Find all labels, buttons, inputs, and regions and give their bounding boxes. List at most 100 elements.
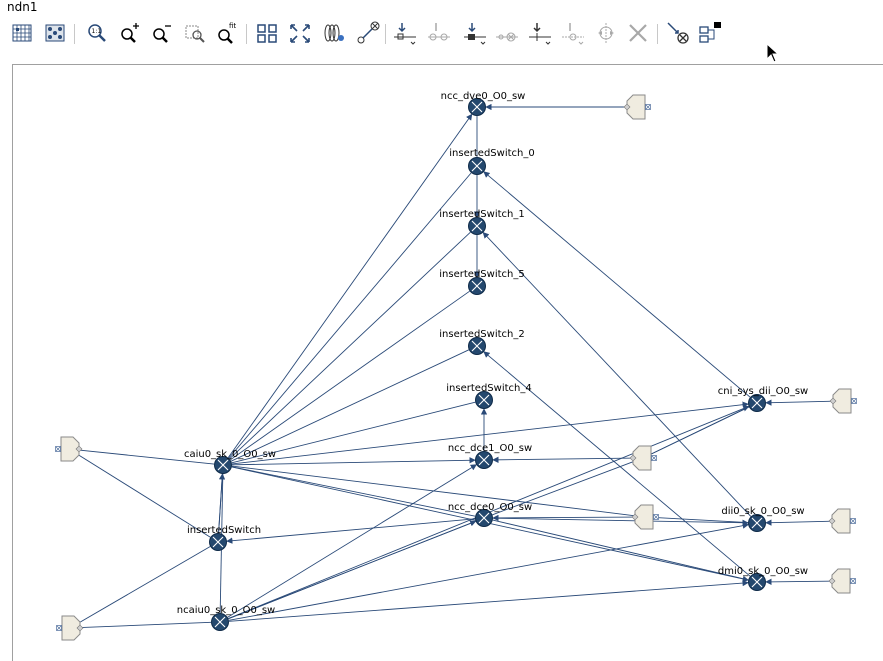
switch-label: dmi0_sk_0_O0_sw: [718, 566, 808, 577]
disconnect-button[interactable]: [665, 20, 691, 46]
split-button[interactable]: [593, 20, 619, 46]
connection-edge[interactable]: [218, 473, 226, 534]
insert-switch-after-button[interactable]: [527, 20, 553, 46]
connection-edge[interactable]: [228, 520, 476, 620]
connection-edge[interactable]: [765, 518, 839, 526]
zoom-selection-button[interactable]: [182, 20, 208, 46]
layout-button[interactable]: [42, 20, 68, 46]
switch-node[interactable]: dii0_sk_0_O0_sw: [721, 506, 805, 532]
connection-edge[interactable]: [228, 522, 749, 621]
spring-button[interactable]: [321, 20, 347, 46]
insert-switch-button[interactable]: [392, 20, 418, 46]
connection-edge[interactable]: [231, 465, 642, 517]
endpoint-port-icon[interactable]: [623, 94, 651, 120]
switch-node[interactable]: ncc_dce0_O0_sw: [448, 502, 532, 527]
insert-switch-icon: [394, 23, 416, 45]
connection-edge[interactable]: [482, 231, 752, 517]
remove-switch-before-icon: [496, 32, 518, 42]
connection-edge[interactable]: [231, 466, 476, 517]
insert-switch-after-icon: [529, 23, 551, 45]
connection-edge[interactable]: [231, 401, 476, 464]
diagram-canvas[interactable]: ncc_dve0_O0_sw insertedSwitch_0 insertedSw…: [12, 64, 883, 661]
switch-node[interactable]: cni_sys_dii_O0_sw: [718, 386, 808, 412]
zoom-out-icon: [153, 25, 171, 43]
switch-node[interactable]: insertedSwitch_2: [439, 329, 525, 355]
zoom-fit-button[interactable]: fit: [214, 20, 240, 46]
connection-edge[interactable]: [492, 458, 640, 516]
delete-button[interactable]: [625, 20, 651, 46]
endpoint-port-icon[interactable]: [631, 504, 659, 530]
connection-edge[interactable]: [492, 517, 749, 526]
split-icon: [598, 23, 614, 43]
connect-icon: [357, 21, 380, 44]
connection-edge[interactable]: [492, 513, 642, 522]
switch-label: insertedSwitch_0: [449, 148, 534, 159]
connection-edge[interactable]: [230, 290, 470, 461]
endpoint-port-icon[interactable]: [828, 568, 856, 594]
grid-view-button[interactable]: [10, 20, 36, 46]
zoom-actual-size-icon: 1:1: [88, 24, 106, 42]
remove-switch-after-button[interactable]: [560, 20, 586, 46]
connection-edge[interactable]: [646, 406, 750, 457]
connection-edge[interactable]: [765, 398, 840, 406]
switch-node[interactable]: insertedSwitch_5: [439, 269, 525, 295]
network-graph[interactable]: ncc_dve0_O0_sw insertedSwitch_0 insertedSw…: [13, 65, 883, 661]
switch-label: insertedSwitch_1: [439, 209, 524, 220]
switch-node[interactable]: insertedSwitch: [187, 525, 261, 551]
connection-edge[interactable]: [230, 349, 470, 462]
connection-edge[interactable]: [72, 446, 215, 465]
expand-button[interactable]: [287, 20, 313, 46]
endpoint-port-icon[interactable]: [55, 436, 83, 462]
connection-edge[interactable]: [765, 577, 839, 585]
connection-edge[interactable]: [229, 231, 471, 460]
connection-edge[interactable]: [483, 351, 751, 577]
switch-label: cni_sys_dii_O0_sw: [718, 386, 808, 397]
window-title: ndn1: [7, 0, 38, 14]
connection-edge[interactable]: [231, 457, 476, 466]
switch-node[interactable]: ncaiu0_sk_0_O0_sw: [177, 605, 275, 631]
switch-node[interactable]: insertedSwitch_1: [439, 209, 525, 235]
toolbar-separator: [385, 24, 386, 44]
expand-icon: [290, 24, 310, 43]
connection-edge[interactable]: [72, 450, 211, 538]
switch-label: ncc_dce0_O0_sw: [448, 502, 532, 513]
switch-node[interactable]: insertedSwitch_4: [446, 383, 532, 409]
connection-edge[interactable]: [492, 454, 640, 463]
connection-edge[interactable]: [492, 519, 749, 581]
endpoint-port-icon[interactable]: [828, 508, 856, 534]
connect-button[interactable]: [355, 20, 381, 46]
zoom-out-button[interactable]: [148, 20, 174, 46]
remove-switch-before-button[interactable]: [494, 20, 520, 46]
connection-edge[interactable]: [648, 516, 749, 523]
endpoint-port-icon[interactable]: [56, 615, 84, 641]
connection-edge[interactable]: [73, 621, 212, 631]
connection-edge[interactable]: [228, 579, 749, 622]
arrange-icon: [257, 24, 277, 43]
zoom-in-button[interactable]: [116, 20, 142, 46]
endpoint-port-icon[interactable]: [629, 445, 657, 471]
delete-icon: [629, 24, 647, 42]
switch-node[interactable]: ncc_dve0_O0_sw: [441, 91, 526, 116]
connection-edge[interactable]: [483, 171, 751, 398]
layout-grid-icon: [45, 24, 65, 42]
zoom-selection-icon: [185, 25, 205, 43]
remove-switch-icon: [428, 23, 450, 41]
connection-edge[interactable]: [73, 546, 211, 627]
connection-edge[interactable]: [228, 172, 472, 459]
insert-switch-before-icon: [464, 23, 486, 45]
insert-switch-before-button[interactable]: [462, 20, 488, 46]
remove-switch-button[interactable]: [426, 20, 452, 46]
arrange-button[interactable]: [255, 20, 281, 46]
switch-node[interactable]: insertedSwitch_0: [449, 148, 535, 175]
zoom-actual-button[interactable]: 1:1: [84, 20, 110, 46]
connection-edge[interactable]: [231, 401, 749, 465]
switch-node[interactable]: caiu0_sk_0_O0_sw: [184, 449, 276, 474]
switch-label: insertedSwitch: [187, 525, 261, 536]
switch-node[interactable]: dmi0_sk_0_O0_sw: [718, 566, 808, 591]
connection-edge[interactable]: [226, 518, 476, 544]
properties-button[interactable]: [697, 20, 723, 46]
connection-edge[interactable]: [227, 464, 478, 618]
connection-edge[interactable]: [227, 113, 473, 458]
switch-node[interactable]: ncc_dce1_O0_sw: [448, 443, 532, 469]
endpoint-port-icon[interactable]: [829, 388, 857, 414]
